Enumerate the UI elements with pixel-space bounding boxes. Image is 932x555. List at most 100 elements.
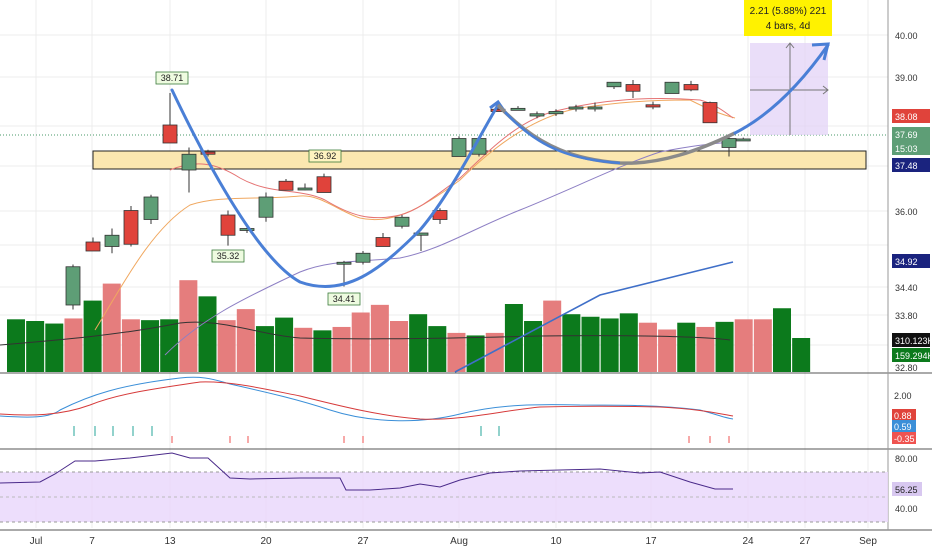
rsi-tick-label: 80.00 [895,454,918,464]
volume-bar [638,322,657,372]
candle-body [297,187,313,191]
projection-arrow-up [785,42,795,49]
volume-bar [466,335,485,372]
price-axis: 40.00 39.00 38.08 37.69 15:03 37.48 36.00 34.92… [892,31,932,514]
candle-body [625,84,641,92]
projection-label-1: 2.21 (5.88%) 221 [750,6,827,17]
volume-bar [600,318,619,372]
volume-bar [45,323,64,372]
candle-body [683,84,699,91]
volume-bar [504,304,523,372]
volume-bar [658,329,677,372]
volume-bar [332,326,351,372]
macd-tag-bg [892,420,916,432]
volume-bar [773,308,791,372]
volume-bar [696,326,715,372]
signal-line [0,381,734,420]
candle-body [200,151,216,155]
macd-line [0,376,734,422]
candle-body [375,237,391,247]
low-label-2: 34.41 [333,294,356,304]
candles [65,80,751,310]
volume-bar [409,314,428,372]
volume-ma-line [0,321,731,346]
volume-bar [677,322,696,372]
candle-body [181,153,197,171]
candle-body [735,138,751,142]
projection-box [750,43,828,135]
price-tag-bg [892,158,930,172]
rsi-tick-label: 56.25 [895,485,918,495]
volume-bar [236,309,255,372]
zone-label: 36.92 [314,151,337,161]
candle-body [394,216,410,227]
volume-bar [581,316,600,372]
cup-curve [170,88,500,288]
drawings [170,42,830,288]
candle-body [258,196,274,218]
time-tick-label: 10 [550,536,562,547]
candle-body [104,234,120,247]
candle-body [568,106,584,110]
volume-bar [619,313,638,372]
candle-body [123,210,139,245]
volume-bar [447,332,466,372]
volume-bar [102,283,121,372]
time-tick-label: 27 [799,536,811,547]
candle-body [451,138,467,157]
volume-bar [217,320,236,372]
projection-arrowhead [811,42,830,61]
price-tick-label: 34.40 [895,283,918,293]
price-tick-label: 38.08 [895,112,918,122]
candle-body [220,214,236,236]
candle-body [65,266,81,306]
candle-body [316,176,332,193]
rsi-tick-label: 40.00 [895,504,918,514]
macd-tick-label: 0.59 [894,422,912,432]
macd-tick-label: 0.88 [894,411,912,421]
high-label: 38.71 [161,73,184,83]
volume-bar [428,326,447,372]
long-ma-line [454,261,734,373]
price-tick-label: 15:03 [895,144,918,154]
price-tag-bg [892,254,930,268]
candle-body [355,252,371,263]
volume-bar [275,317,294,372]
rsi-pane [0,452,888,523]
price-tag-bg [892,141,930,155]
price-tag-bg [892,109,930,123]
low-label-1: 35.32 [217,251,240,261]
zone-label-bg [308,149,342,163]
volume-bar [160,319,179,372]
annotation-labels: 38.71 35.32 34.41 36.92 2.21 (5.88%) 221 4 ba… [155,0,832,306]
low-label-2-bg [327,292,361,306]
time-tick-label: 24 [742,536,754,547]
price-tick-label: 37.69 [895,130,918,140]
candle-body [336,261,352,265]
projection-label-bg [744,0,832,36]
price-tag-bg [892,127,930,141]
volume-bar [792,338,811,372]
volume-bar [121,319,140,372]
volume-bar [141,320,160,372]
rsi-line [0,452,733,491]
ema-slow-line [169,97,734,219]
macd-tag-bg [892,432,916,444]
moving-averages [94,97,736,373]
time-axis: Jul 7 13 20 27 Aug 10 17 24 27 Sep [30,536,878,547]
time-tick-label: 13 [164,536,176,547]
rsi-tag-bg [892,482,922,496]
macd-tick-label: 2.00 [894,391,912,401]
macd-tick-label: -0.35 [894,434,915,444]
handle-curve-blue [504,111,621,165]
candle-body [548,111,564,115]
projection-label-2: 4 bars, 4d [766,21,810,32]
price-tick-label: 310.123K [895,336,932,346]
candle-body [702,102,718,124]
volume-bar [753,319,772,372]
price-tag-bg [892,348,930,362]
price-tick-label: 39.00 [895,73,918,83]
grid [0,0,932,531]
candle-body [606,81,622,88]
volume-bar [179,280,198,372]
